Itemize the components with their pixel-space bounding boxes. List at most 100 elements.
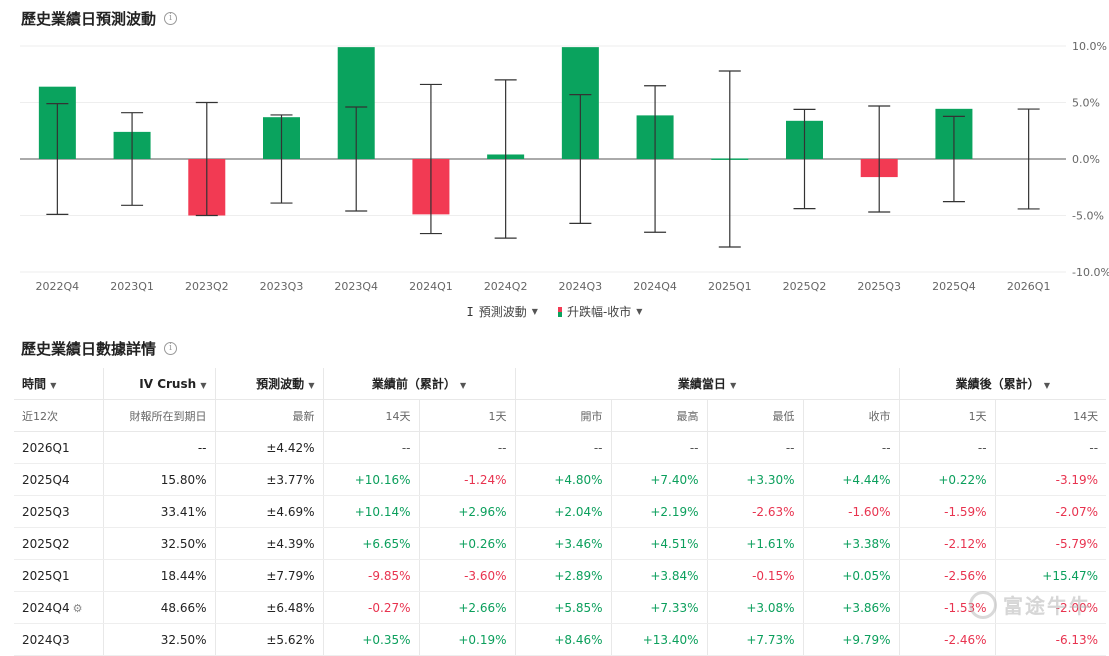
- caret-down-icon: ▼: [460, 381, 467, 390]
- value-cell: --: [515, 431, 612, 464]
- caret-down-icon: ▼: [50, 381, 57, 390]
- value-cell: -3.60%: [419, 559, 516, 592]
- x-tick-label: 2024Q1: [409, 280, 453, 293]
- table-row[interactable]: 2026Q1 -- ±4.42% -- -- -- -- -- -- -- --: [14, 431, 1107, 464]
- y-tick-label: 5.0%: [1072, 97, 1100, 110]
- subheader-cell: 14天: [323, 399, 420, 432]
- value-cell: +2.19%: [611, 495, 708, 528]
- subheader-cell: 財報所在到期日: [103, 399, 216, 432]
- quarter-cell: 2025Q1: [14, 559, 104, 592]
- table-row[interactable]: 2025Q3 33.41% ±4.69% +10.14% +2.96% +2.04% +2.…: [14, 495, 1107, 528]
- value-cell: +6.65%: [323, 527, 420, 560]
- value-cell: +4.51%: [611, 527, 708, 560]
- caret-down-icon: ▼: [308, 381, 315, 390]
- table-body: 近12次 財報所在到期日 最新 14天 1天 開市 最高 最低 收市 1天 14…: [14, 399, 1107, 656]
- value-cell: +8.46%: [515, 623, 612, 656]
- value-cell: +2.96%: [419, 495, 516, 528]
- x-tick-label: 2023Q2: [185, 280, 229, 293]
- value-cell: +3.86%: [803, 591, 900, 624]
- table-title: 歷史業績日數據詳情 i: [21, 338, 178, 359]
- y-tick-label: -10.0%: [1072, 266, 1109, 279]
- quarter-cell: 2025Q3: [14, 495, 104, 528]
- value-cell: 18.44%: [103, 559, 216, 592]
- x-tick-label: 2025Q3: [857, 280, 901, 293]
- value-cell: --: [419, 431, 516, 464]
- value-cell: --: [611, 431, 708, 464]
- caret-down-icon: ▼: [730, 381, 737, 390]
- value-cell: ±5.62%: [215, 623, 324, 656]
- subheader-cell: 1天: [419, 399, 516, 432]
- value-cell: --: [103, 431, 216, 464]
- value-cell: +0.22%: [899, 463, 996, 496]
- chart-legend: I 預測波動 ▼ 升跌幅-收市 ▼: [0, 303, 1109, 320]
- value-cell: -3.19%: [995, 463, 1107, 496]
- subheader-cell: 開市: [515, 399, 612, 432]
- x-tick-label: 2025Q1: [708, 280, 752, 293]
- caret-down-icon: ▼: [1043, 381, 1050, 390]
- value-cell: +7.40%: [611, 463, 708, 496]
- quarter-cell: 2026Q1: [14, 431, 104, 464]
- value-cell: +2.66%: [419, 591, 516, 624]
- value-cell: ±4.42%: [215, 431, 324, 464]
- value-cell: +7.73%: [707, 623, 804, 656]
- subheader-cell: 近12次: [14, 399, 104, 432]
- subheader-cell: 最低: [707, 399, 804, 432]
- table-row[interactable]: 2024Q3 32.50% ±5.62% +0.35% +0.19% +8.46% +13.…: [14, 623, 1107, 656]
- value-cell: ±3.77%: [215, 463, 324, 496]
- bar-color-icon: [557, 306, 562, 317]
- table-row[interactable]: 2025Q2 32.50% ±4.39% +6.65% +0.26% +3.46% +4.5…: [14, 527, 1107, 560]
- y-tick-label: 10.0%: [1072, 40, 1107, 53]
- value-cell: +0.19%: [419, 623, 516, 656]
- value-cell: -2.56%: [899, 559, 996, 592]
- subheader-cell: 1天: [899, 399, 996, 432]
- value-cell: +3.46%: [515, 527, 612, 560]
- value-cell: -0.15%: [707, 559, 804, 592]
- x-tick-label: 2023Q3: [260, 280, 304, 293]
- table-row[interactable]: 2024Q4 ⚙ 48.66% ±6.48% -0.27% +2.66% +5.85% +7.…: [14, 591, 1107, 624]
- x-tick-label: 2023Q4: [334, 280, 378, 293]
- value-cell: -1.59%: [899, 495, 996, 528]
- value-cell: +0.05%: [803, 559, 900, 592]
- info-icon[interactable]: i: [164, 12, 178, 25]
- col-header-after-earnings[interactable]: 業績後（累計） ▼: [899, 368, 1107, 400]
- value-cell: ±7.79%: [215, 559, 324, 592]
- value-cell: +4.80%: [515, 463, 612, 496]
- col-header-before-earnings[interactable]: 業績前（累計） ▼: [323, 368, 516, 400]
- value-cell: ±6.48%: [215, 591, 324, 624]
- quarter-cell: 2024Q4 ⚙: [14, 591, 104, 624]
- table-row[interactable]: 2025Q1 18.44% ±7.79% -9.85% -3.60% +2.89% +3.8…: [14, 559, 1107, 592]
- value-cell: -1.24%: [419, 463, 516, 496]
- errorbar-icon: I: [466, 304, 474, 319]
- value-cell: -1.60%: [803, 495, 900, 528]
- x-tick-label: 2022Q4: [36, 280, 80, 293]
- x-tick-label: 2023Q1: [110, 280, 154, 293]
- value-cell: 15.80%: [103, 463, 216, 496]
- earnings-data-table: 時間 ▼ IV Crush ▼ 預測波動 ▼ 業績前（累計） ▼ 業績當日 ▼ …: [14, 368, 1107, 656]
- caret-down-icon: ▼: [636, 307, 643, 316]
- col-header-earnings-day[interactable]: 業績當日 ▼: [515, 368, 900, 400]
- legend-item-close-change[interactable]: 升跌幅-收市 ▼: [557, 303, 643, 320]
- table-row[interactable]: 2025Q4 15.80% ±3.77% +10.16% -1.24% +4.80% +7.…: [14, 463, 1107, 496]
- value-cell: +1.61%: [707, 527, 804, 560]
- subheader-cell: 最新: [215, 399, 324, 432]
- value-cell: -2.12%: [899, 527, 996, 560]
- col-header-predicted-volatility[interactable]: 預測波動 ▼: [215, 368, 324, 400]
- info-icon[interactable]: i: [164, 342, 178, 355]
- col-header-iv-crush[interactable]: IV Crush ▼: [103, 368, 216, 400]
- value-cell: +3.08%: [707, 591, 804, 624]
- legend-item-predicted-volatility[interactable]: I 預測波動 ▼: [466, 304, 538, 320]
- value-cell: ±4.69%: [215, 495, 324, 528]
- value-cell: +15.47%: [995, 559, 1107, 592]
- value-cell: +9.79%: [803, 623, 900, 656]
- col-header-time[interactable]: 時間 ▼: [14, 368, 104, 400]
- value-cell: +10.16%: [323, 463, 420, 496]
- value-cell: +5.85%: [515, 591, 612, 624]
- x-tick-label: 2025Q2: [783, 280, 827, 293]
- value-cell: --: [707, 431, 804, 464]
- value-cell: -2.07%: [995, 495, 1107, 528]
- caret-down-icon: ▼: [200, 380, 207, 390]
- value-cell: --: [995, 431, 1107, 464]
- value-cell: +3.38%: [803, 527, 900, 560]
- x-tick-label: 2024Q3: [559, 280, 603, 293]
- gear-icon[interactable]: ⚙: [72, 601, 83, 615]
